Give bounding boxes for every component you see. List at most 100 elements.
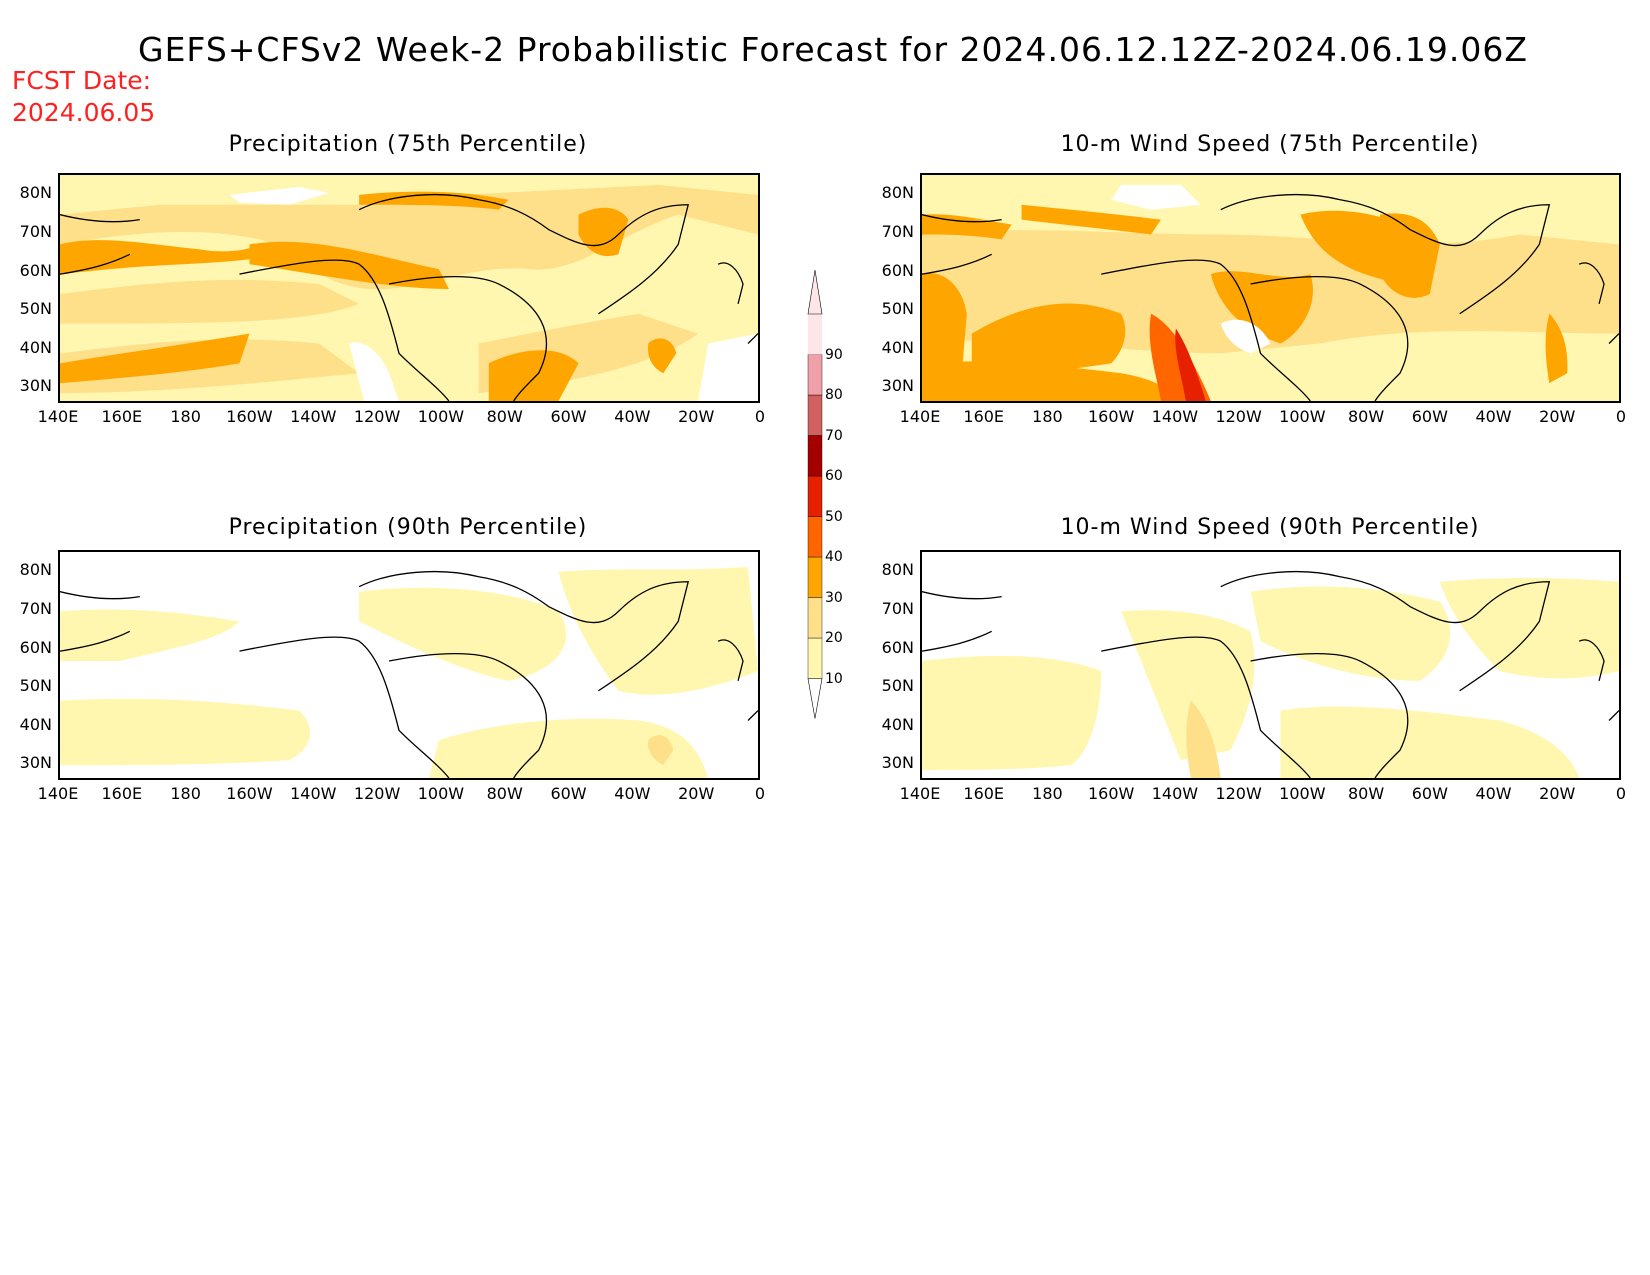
lat-label: 50N — [19, 299, 52, 319]
lat-label: 80N — [881, 560, 914, 580]
lon-label: 140E — [899, 407, 941, 426]
lat-label: 80N — [19, 560, 52, 580]
colorbar-segment — [807, 435, 823, 477]
colorbar-label: 90 — [825, 346, 843, 363]
map-wind75 — [920, 173, 1621, 403]
lon-label: 80W — [486, 407, 523, 426]
lon-label: 0 — [1615, 784, 1627, 803]
lat-label: 60N — [19, 637, 52, 657]
colorbar-segment — [807, 597, 823, 639]
lon-label: 140W — [1151, 784, 1199, 803]
lon-label: 60W — [1411, 784, 1448, 803]
fcst-date-value: 2024.06.05 — [12, 98, 156, 127]
map-precip75 — [58, 173, 760, 403]
colorbar-segment — [807, 637, 823, 679]
panel-title-wind75: 10-m Wind Speed (75th Percentile) — [1060, 132, 1480, 157]
lat-label: 80N — [19, 183, 52, 203]
lon-label: 60W — [550, 407, 587, 426]
lon-label: 160W — [1087, 784, 1135, 803]
lon-label: 80W — [1347, 784, 1385, 803]
lon-label: 140W — [290, 784, 337, 803]
colorbar-label: 70 — [825, 427, 843, 444]
lat-label: 40N — [19, 714, 52, 734]
lon-label: 140E — [899, 784, 941, 803]
lat-label: 70N — [881, 221, 914, 241]
colorbar-label: 20 — [825, 630, 843, 646]
lon-label: 80W — [486, 784, 523, 803]
lon-label: 60W — [1411, 407, 1448, 426]
lon-label: 160E — [101, 784, 143, 803]
lon-label: 160W — [1087, 407, 1135, 426]
colorbar-arrow-bottom — [807, 678, 823, 719]
lon-label: 120W — [1215, 407, 1262, 426]
lon-label: 40W — [1475, 407, 1512, 426]
lon-label: 160E — [963, 407, 1005, 426]
map-precip90 — [58, 550, 760, 780]
colorbar-segment — [807, 354, 823, 396]
lat-label: 30N — [881, 376, 914, 396]
lat-label: 30N — [19, 376, 52, 396]
lon-label: 160W — [226, 784, 273, 803]
colorbar-segment — [807, 556, 823, 598]
lon-label: 40W — [1475, 784, 1512, 803]
lon-label: 20W — [678, 784, 715, 803]
lon-label: 180 — [170, 784, 201, 803]
lon-label: 20W — [1539, 407, 1576, 426]
colorbar-label: 50 — [825, 508, 843, 525]
colorbar-label: 80 — [825, 387, 843, 403]
lat-label: 70N — [19, 598, 52, 618]
colorbar-segment — [807, 475, 823, 517]
lat-label: 50N — [19, 676, 52, 696]
lon-label: 40W — [614, 784, 651, 803]
lon-label: 120W — [1215, 784, 1262, 803]
colorbar-label: 60 — [825, 468, 843, 484]
lon-label: 60W — [550, 784, 587, 803]
lat-label: 50N — [881, 676, 914, 696]
panel-title-precip90: Precipitation (90th Percentile) — [228, 515, 588, 540]
colorbar-segment — [807, 394, 823, 436]
lat-label: 50N — [881, 299, 914, 319]
panel-title-wind90: 10-m Wind Speed (90th Percentile) — [1060, 515, 1480, 540]
lat-label: 70N — [19, 221, 52, 241]
lat-label: 40N — [881, 337, 914, 357]
lon-label: 20W — [678, 407, 715, 426]
figure-title: GEFS+CFSv2 Week-2 Probabilistic Forecast… — [138, 30, 1528, 69]
lon-label: 20W — [1539, 784, 1576, 803]
lon-label: 100W — [417, 407, 465, 426]
lon-label: 180 — [1032, 784, 1063, 803]
lon-label: 0 — [1615, 407, 1627, 426]
lat-label: 80N — [881, 183, 914, 203]
lon-label: 100W — [417, 784, 465, 803]
panel-title-precip75: Precipitation (75th Percentile) — [228, 132, 588, 157]
lon-label: 100W — [1279, 784, 1326, 803]
lon-label: 120W — [353, 784, 401, 803]
lon-label: 0 — [754, 407, 766, 426]
lat-label: 60N — [19, 260, 52, 280]
lon-label: 180 — [1032, 407, 1063, 426]
map-wind90 — [920, 550, 1621, 780]
lat-label: 60N — [881, 637, 914, 657]
colorbar-arrow-top — [807, 269, 823, 315]
lat-label: 30N — [19, 753, 52, 773]
lon-label: 120W — [353, 407, 401, 426]
colorbar-segment — [807, 516, 823, 558]
lat-label: 40N — [881, 714, 914, 734]
lat-label: 70N — [881, 598, 914, 618]
lon-label: 140E — [37, 784, 79, 803]
lon-label: 80W — [1347, 407, 1385, 426]
lon-label: 40W — [614, 407, 651, 426]
lat-label: 40N — [19, 337, 52, 357]
lon-label: 180 — [170, 407, 201, 426]
lon-label: 0 — [754, 784, 766, 803]
lon-label: 160E — [101, 407, 143, 426]
lon-label: 100W — [1279, 407, 1326, 426]
colorbar-label: 40 — [825, 549, 843, 565]
lat-label: 30N — [881, 753, 914, 773]
lon-label: 140W — [1151, 407, 1199, 426]
lon-label: 140W — [290, 407, 337, 426]
colorbar-segment — [808, 314, 822, 355]
lon-label: 160E — [963, 784, 1005, 803]
colorbar-label: 30 — [825, 589, 843, 606]
lat-label: 60N — [881, 260, 914, 280]
lon-label: 160W — [226, 407, 273, 426]
